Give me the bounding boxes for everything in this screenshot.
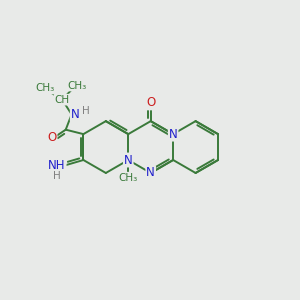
Text: H: H [82,106,90,116]
Text: N: N [71,108,80,121]
Text: H: H [53,171,61,181]
Text: N: N [146,167,155,179]
Text: N: N [169,128,178,141]
Text: CH: CH [55,95,70,105]
Text: CH₃: CH₃ [67,80,86,91]
Text: N: N [124,154,133,166]
Text: O: O [47,131,56,144]
Text: NH: NH [48,159,66,172]
Text: O: O [146,96,155,110]
Text: CH₃: CH₃ [118,173,138,183]
Text: CH₃: CH₃ [35,83,54,94]
